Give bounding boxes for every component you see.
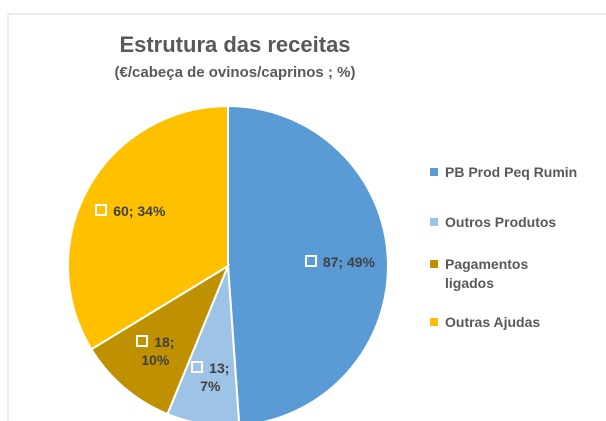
data-label-box: 18; 10% bbox=[126, 333, 184, 369]
label-key bbox=[191, 360, 204, 373]
label-key bbox=[304, 255, 317, 268]
legend-swatch bbox=[430, 218, 438, 226]
data-label: 60; 34% bbox=[113, 203, 166, 220]
legend-label: Pagamentos ligados bbox=[445, 256, 529, 291]
label-key bbox=[136, 335, 149, 348]
data-label: 18; 10% bbox=[141, 334, 175, 369]
legend-swatch bbox=[430, 318, 438, 326]
data-label: 13; 7% bbox=[200, 359, 230, 394]
data-label-box: 13; 7% bbox=[181, 359, 239, 395]
legend-label: Outras Ajudas bbox=[445, 314, 541, 330]
pie-slice bbox=[89, 263, 231, 416]
pie-slice bbox=[67, 104, 229, 351]
data-label-box: 87; 49% bbox=[285, 253, 395, 271]
data-label-box: 60; 34% bbox=[75, 202, 185, 220]
data-label: 87; 49% bbox=[322, 254, 375, 271]
legend-swatch bbox=[430, 260, 438, 268]
chart-subtitle: (€/cabeça de ovinos/caprinos ; %) bbox=[114, 64, 356, 81]
legend-swatch bbox=[430, 168, 438, 176]
chart-title: Estrutura das receitas bbox=[119, 32, 351, 57]
label-key bbox=[95, 204, 108, 217]
legend-label: Outros Produtos bbox=[445, 214, 557, 230]
legend-label: PB Prod Peq Rumin bbox=[445, 164, 578, 180]
